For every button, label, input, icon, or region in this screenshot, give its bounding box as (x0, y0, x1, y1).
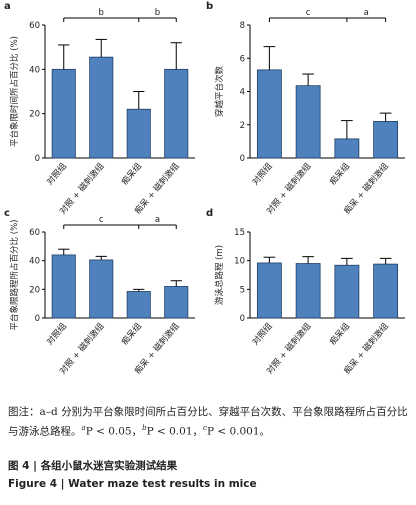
significance-label: a (155, 215, 160, 225)
note-sup: a (81, 424, 86, 432)
note-text: P < 0.001。 (206, 425, 271, 438)
significance-label: c (306, 8, 311, 18)
bar (51, 254, 76, 319)
panel-label: c (4, 208, 10, 219)
significance-label: a (364, 8, 369, 18)
bar (126, 291, 151, 319)
panel-label: a (4, 1, 11, 12)
y-tick-label: 0 (240, 314, 245, 324)
bar (89, 56, 114, 159)
y-axis-label: 游泳总路程 (m) (214, 245, 225, 305)
y-tick-label: 0 (240, 154, 245, 164)
significance-label: b (99, 8, 104, 18)
x-tick-label: 痴呆组 (119, 320, 144, 347)
bar (51, 68, 76, 159)
y-tick-label: 40 (29, 65, 40, 75)
y-tick-label: 60 (29, 228, 40, 238)
bar (373, 121, 399, 159)
significance-label: b (155, 8, 160, 18)
panel-label: d (206, 208, 213, 219)
y-tick-label: 4 (240, 88, 245, 98)
bar (295, 263, 321, 319)
bar (373, 263, 399, 319)
y-tick-label: 20 (29, 110, 40, 120)
x-tick-label: 痴呆组 (119, 160, 144, 187)
figure-title-en: Figure 4 | Water maze test results in mi… (8, 478, 257, 490)
figure-title-cn: 图 4 | 各组小鼠水迷宫实验测试结果 (8, 460, 178, 472)
x-tick-label: 对照组 (250, 160, 275, 187)
y-tick-label: 60 (29, 21, 40, 31)
bar (256, 69, 282, 159)
x-tick-label: 对照组 (250, 320, 275, 347)
note-sup: c (203, 424, 207, 432)
y-tick-label: 10 (234, 257, 245, 267)
caption-note: 图注：a–d 分别为平台象限时间所占百分比、穿越平台次数、平台象限路程所占百分比… (8, 404, 408, 440)
bar (256, 262, 282, 319)
y-axis-label: 平台象限路程所占百分比 (%) (9, 220, 20, 331)
y-tick-label: 0 (35, 314, 40, 324)
y-tick-label: 6 (240, 54, 245, 64)
significance-label: c (99, 215, 104, 225)
y-tick-label: 40 (29, 257, 40, 267)
y-tick-label: 20 (29, 285, 40, 295)
y-tick-label: 0 (35, 154, 40, 164)
y-tick-label: 15 (234, 228, 245, 238)
note-text: P < 0.05， (85, 425, 143, 438)
bar (334, 138, 360, 159)
bar (126, 108, 151, 159)
bar (295, 85, 321, 159)
bar (334, 264, 360, 319)
note-text: P < 0.01， (146, 425, 204, 438)
x-tick-label: 痴呆组 (327, 320, 352, 347)
note-text: 图注：a–d 分别为平台象限时间所占百分比、穿越平台次数、平台象限路程所占百分比… (8, 406, 408, 438)
panel-label: b (206, 1, 213, 12)
x-tick-label: 对照组 (44, 160, 69, 187)
y-tick-label: 2 (240, 121, 245, 131)
x-tick-label: 对照组 (44, 320, 69, 347)
y-tick-label: 8 (240, 21, 245, 31)
note-sup: b (142, 424, 147, 432)
y-axis-label: 平台象限时间所占百分比 (%) (9, 36, 20, 147)
y-tick-label: 5 (240, 285, 245, 295)
y-axis-label: 穿越平台次数 (214, 66, 225, 118)
bar (164, 286, 189, 319)
bar (164, 68, 189, 159)
bar (89, 259, 114, 319)
x-tick-label: 痴呆组 (327, 160, 352, 187)
